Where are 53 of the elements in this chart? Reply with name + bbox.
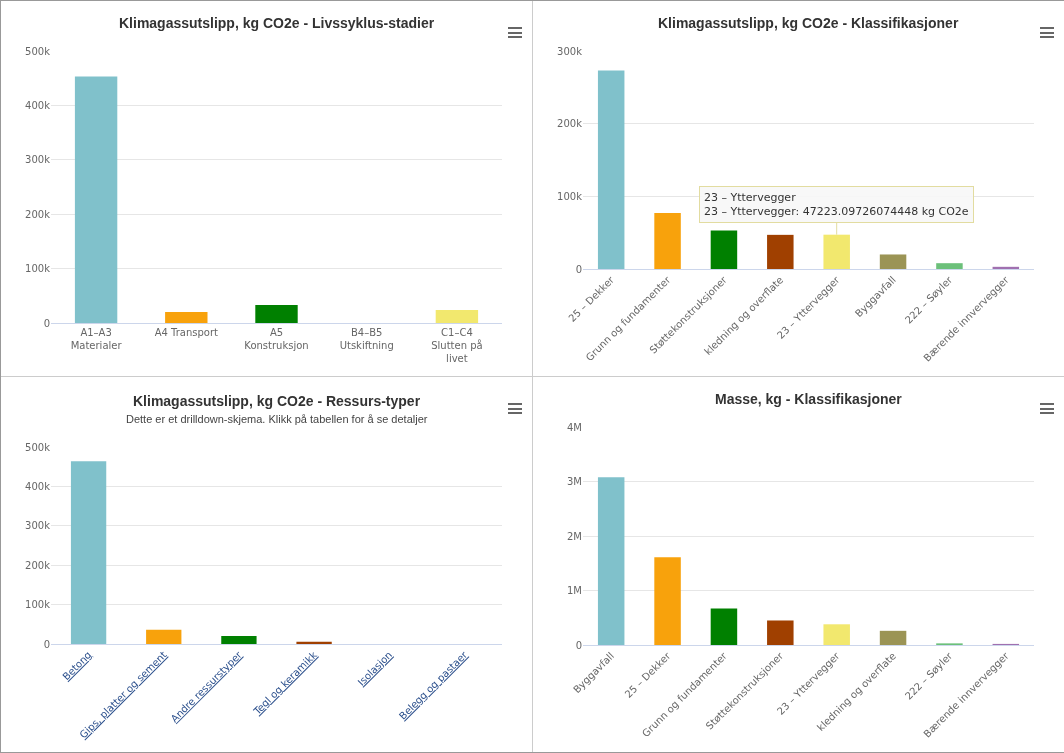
bar bbox=[654, 557, 681, 645]
y-tick-label: 300k bbox=[25, 520, 51, 532]
bar bbox=[255, 305, 298, 323]
y-tick-label: 500k bbox=[25, 45, 51, 57]
y-tick-label: 0 bbox=[575, 263, 582, 275]
bar bbox=[710, 608, 738, 645]
bar bbox=[435, 309, 479, 323]
chart-title: Klimagassutslipp, kg CO2e - Livssyklus-stadier bbox=[119, 15, 435, 31]
bar bbox=[936, 263, 963, 269]
y-tick-label: 100k bbox=[25, 263, 51, 275]
y-tick-label: 0 bbox=[575, 639, 582, 651]
y-tick-label: 2M bbox=[567, 530, 582, 542]
y-tick-label: 3M bbox=[567, 476, 582, 487]
bar bbox=[710, 230, 738, 269]
x-tick-label: A1–A3 Materialer bbox=[70, 327, 123, 351]
chart-title: Masse, kg - Klassifikasjoner bbox=[715, 391, 903, 407]
y-tick-label: 200k bbox=[25, 559, 51, 571]
y-tick-label: 1M bbox=[567, 585, 582, 596]
bar bbox=[879, 254, 907, 269]
bar bbox=[823, 624, 850, 645]
bar bbox=[767, 234, 794, 269]
bar bbox=[654, 213, 681, 269]
bar bbox=[823, 234, 850, 269]
y-tick-label: 200k bbox=[557, 118, 583, 130]
y-tick-label: 300k bbox=[25, 154, 51, 166]
x-tick-label: B4–B5 Utskiftning bbox=[339, 327, 394, 351]
bar bbox=[879, 630, 907, 645]
chart-subtitle: Dette er et drilldown-skjema. Klikk på tabellen for å se detaljer bbox=[126, 413, 428, 425]
x-tick-label: C1–C4 Slutten på livet bbox=[431, 327, 483, 364]
bar bbox=[165, 312, 208, 323]
chart-title: Klimagassutslipp, kg CO2e - Klassifikasjoner bbox=[658, 15, 959, 31]
bar bbox=[146, 629, 182, 644]
y-tick-label: 100k bbox=[25, 599, 51, 611]
y-tick-label: 200k bbox=[25, 208, 51, 220]
bar bbox=[597, 70, 625, 269]
x-tick-label: A5 Konstruksjon bbox=[244, 327, 309, 351]
y-tick-label: 4M bbox=[567, 421, 582, 433]
y-tick-label: 300k bbox=[557, 45, 583, 57]
annotation: 23 – Yttervegger 23 – Yttervegger: 47223.09726074448 kg CO2e bbox=[704, 191, 969, 219]
y-tick-label: 100k bbox=[557, 190, 583, 202]
y-tick-label: 400k bbox=[25, 99, 51, 111]
bar bbox=[70, 461, 107, 644]
y-tick-label: 0 bbox=[43, 638, 50, 650]
bar bbox=[221, 636, 257, 644]
bar bbox=[767, 620, 794, 645]
y-tick-label: 0 bbox=[43, 317, 50, 329]
y-tick-label: 500k bbox=[25, 441, 51, 453]
bar bbox=[597, 477, 625, 645]
chart-title: Klimagassutslipp, kg CO2e - Ressurs-typer bbox=[133, 393, 421, 409]
y-tick-label: 400k bbox=[25, 480, 51, 492]
bar bbox=[992, 266, 1020, 269]
bar bbox=[74, 76, 118, 323]
x-tick-label: A4 Transport bbox=[154, 327, 219, 338]
